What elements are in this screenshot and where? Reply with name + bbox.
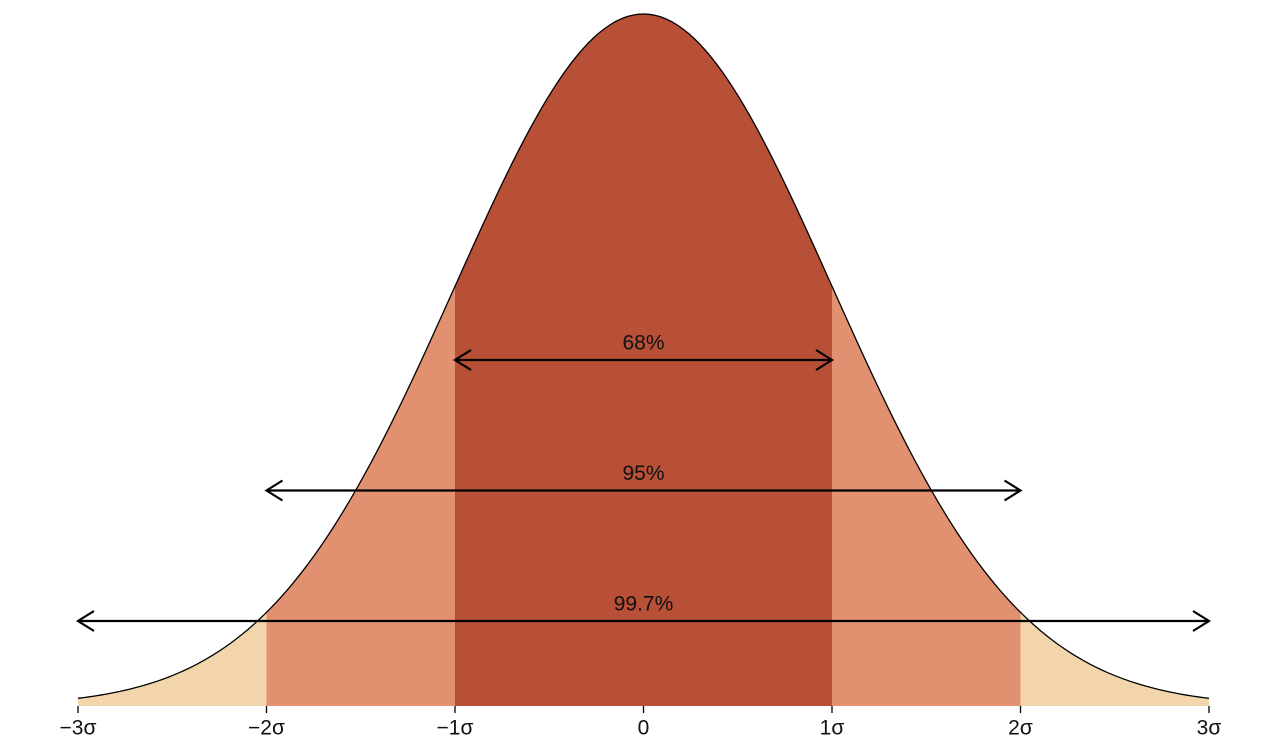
x-tick-label: 3σ (1197, 717, 1222, 740)
interval-arrow (75, 610, 1212, 632)
curve (77, 13, 1210, 699)
x-tick-label: 2σ (1008, 717, 1033, 740)
arrow-head (815, 349, 835, 371)
value-label: 68% (622, 332, 664, 355)
interval-arrow (452, 349, 835, 371)
arrow-head (75, 610, 95, 632)
value-label: 95% (622, 462, 664, 485)
x-tick-label: 0 (638, 717, 650, 740)
x-tick-label: −2σ (248, 717, 285, 740)
value-label: 99.7% (614, 593, 674, 616)
x-tick-label: −1σ (437, 717, 474, 740)
arrow-head (1003, 479, 1023, 502)
interval-arrow (264, 479, 1023, 502)
x-tick-label: −3σ (60, 717, 97, 740)
arrow-head (1192, 610, 1212, 632)
arrow-head (452, 349, 472, 371)
arrow-head (264, 479, 284, 502)
x-tick-label: 1σ (820, 717, 845, 740)
